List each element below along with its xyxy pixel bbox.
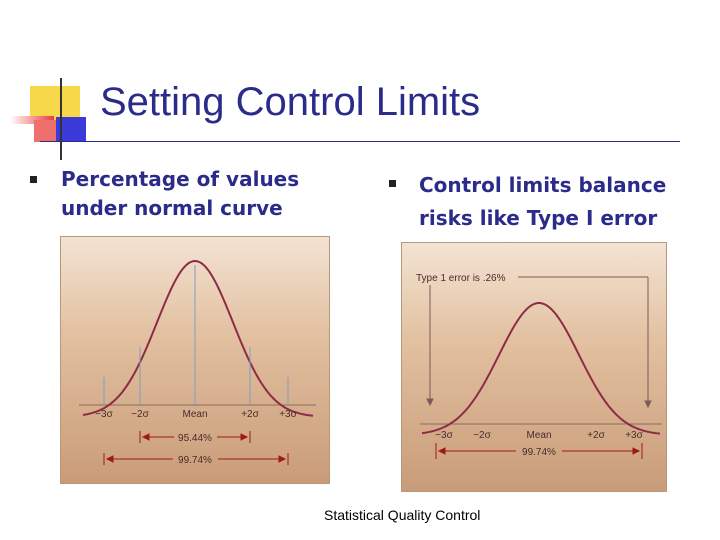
range95-arrowhead-left: [141, 433, 150, 441]
tick-plus2-left: +2σ: [241, 409, 259, 420]
tick-labels-left: −3σ −2σ Mean +2σ +3σ: [95, 409, 297, 420]
tick-minus2-right: −2σ: [473, 430, 491, 441]
normal-curve-figure-left: −3σ −2σ Mean +2σ +3σ 95.44% 99.74%: [60, 236, 330, 484]
page-title: Setting Control Limits: [100, 80, 481, 124]
logo-yellow-square: [30, 86, 80, 120]
bullet-1-line-2: under normal curve: [61, 196, 283, 220]
bullet-2-line-2: risks like Type I error: [419, 206, 658, 230]
bullet-text-2: Control limits balance risks like Type I…: [419, 169, 666, 235]
logo-red-square: [34, 120, 56, 142]
annotation-leaders: [426, 276, 652, 409]
tick-minus3-left: −3σ: [95, 409, 113, 420]
range-arrows-right: [435, 443, 643, 459]
range99-arrowhead-right-r: [632, 447, 641, 455]
tick-minus2-left: −2σ: [131, 409, 149, 420]
range-arrows-left: [103, 431, 289, 465]
title-underline: [40, 141, 680, 142]
tick-mean-right: Mean: [526, 430, 551, 441]
logo-vertical-line: [60, 78, 62, 160]
tick-plus3-right: +3σ: [625, 430, 643, 441]
range99-label-right: 99.74%: [522, 447, 556, 458]
tick-minus3-right: −3σ: [435, 430, 453, 441]
annotation-arrowhead-left: [426, 398, 434, 407]
tick-labels-right: −3σ −2σ Mean +2σ +3σ: [435, 430, 643, 441]
annotation-arrowhead-right: [644, 400, 652, 409]
normal-curve-right-svg: Type 1 error is .26% −3σ −2σ Mean +2σ +3…: [416, 273, 662, 459]
range95-arrowhead-right: [240, 433, 249, 441]
bullet-1-line-1: Percentage of values: [61, 167, 300, 191]
range99-arrowhead-right: [278, 455, 287, 463]
tick-mean-left: Mean: [182, 409, 207, 420]
type1-error-annotation: Type 1 error is .26%: [416, 273, 506, 284]
tick-plus2-right: +2σ: [587, 430, 605, 441]
logo-red-bar: [10, 116, 54, 124]
range99-arrowhead-left-r: [437, 447, 446, 455]
bullet-marker-2: [389, 180, 396, 187]
range99-label-left: 99.74%: [178, 455, 212, 466]
sigma-lines-left: [103, 265, 289, 405]
normal-curve-right: [421, 302, 661, 435]
bullet-text-1: Percentage of values under normal curve: [61, 165, 299, 223]
range99-arrowhead-left: [105, 455, 114, 463]
normal-curve-left: [82, 259, 314, 417]
footer-text: Statistical Quality Control: [324, 507, 481, 523]
tick-plus3-left: +3σ: [279, 409, 297, 420]
bullet-2-line-1: Control limits balance: [419, 173, 667, 197]
normal-curve-left-svg: −3σ −2σ Mean +2σ +3σ 95.44% 99.74%: [79, 259, 316, 466]
range95-label: 95.44%: [178, 433, 212, 444]
bullet-marker-1: [30, 176, 37, 183]
normal-curve-figure-right: Type 1 error is .26% −3σ −2σ Mean +2σ +3…: [401, 242, 667, 492]
